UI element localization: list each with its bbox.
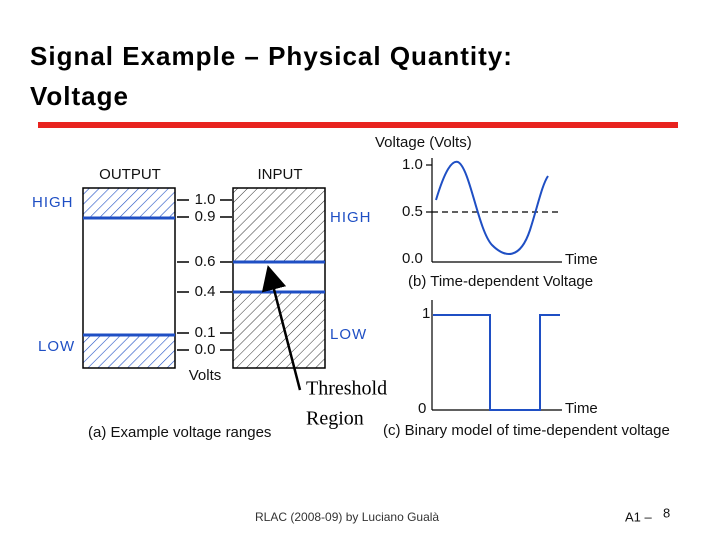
label: LOW xyxy=(330,326,367,343)
footer-credit: RLAC (2008-09) by Luciano Gualà xyxy=(255,510,439,524)
figure-b xyxy=(426,158,562,263)
footer-section: A1 – xyxy=(625,509,653,524)
tick-label: 1.0 xyxy=(402,156,423,173)
caption: (a) Example voltage ranges xyxy=(88,424,271,441)
caption: (c) Binary model of time-dependent volta… xyxy=(383,422,670,439)
tick-label: 0.0 xyxy=(402,250,423,267)
scale-label: 0.1 xyxy=(195,324,216,341)
caption: (b) Time-dependent Voltage xyxy=(408,273,593,290)
tick-label: 0.5 xyxy=(402,203,423,220)
axis-label: Time xyxy=(565,400,598,417)
figure-c xyxy=(431,300,562,411)
tick-label: 1 xyxy=(422,305,430,322)
title: Signal Example – Physical Quantity: xyxy=(30,41,513,71)
scale-label: 0.4 xyxy=(195,283,216,300)
label: LOW xyxy=(38,338,75,355)
scale-label: 1.0 xyxy=(195,191,216,208)
unit: Volts xyxy=(189,367,222,384)
annotation: Threshold xyxy=(306,378,387,400)
axis-label: Time xyxy=(565,251,598,268)
arrow xyxy=(261,265,302,391)
scale-label: 0.0 xyxy=(195,341,216,358)
title: Voltage xyxy=(30,81,129,111)
scale-label: 0.9 xyxy=(195,208,216,225)
tick-label: 0 xyxy=(418,400,426,417)
label: HIGH xyxy=(330,209,372,226)
label: HIGH xyxy=(32,194,74,211)
label: OUTPUT xyxy=(99,166,161,183)
page-number: 8 xyxy=(663,505,670,520)
divider xyxy=(38,122,678,128)
label: INPUT xyxy=(258,166,303,183)
scale-label: 0.6 xyxy=(195,253,216,270)
axis-label: Voltage (Volts) xyxy=(375,134,472,151)
annotation: Region xyxy=(306,408,364,430)
